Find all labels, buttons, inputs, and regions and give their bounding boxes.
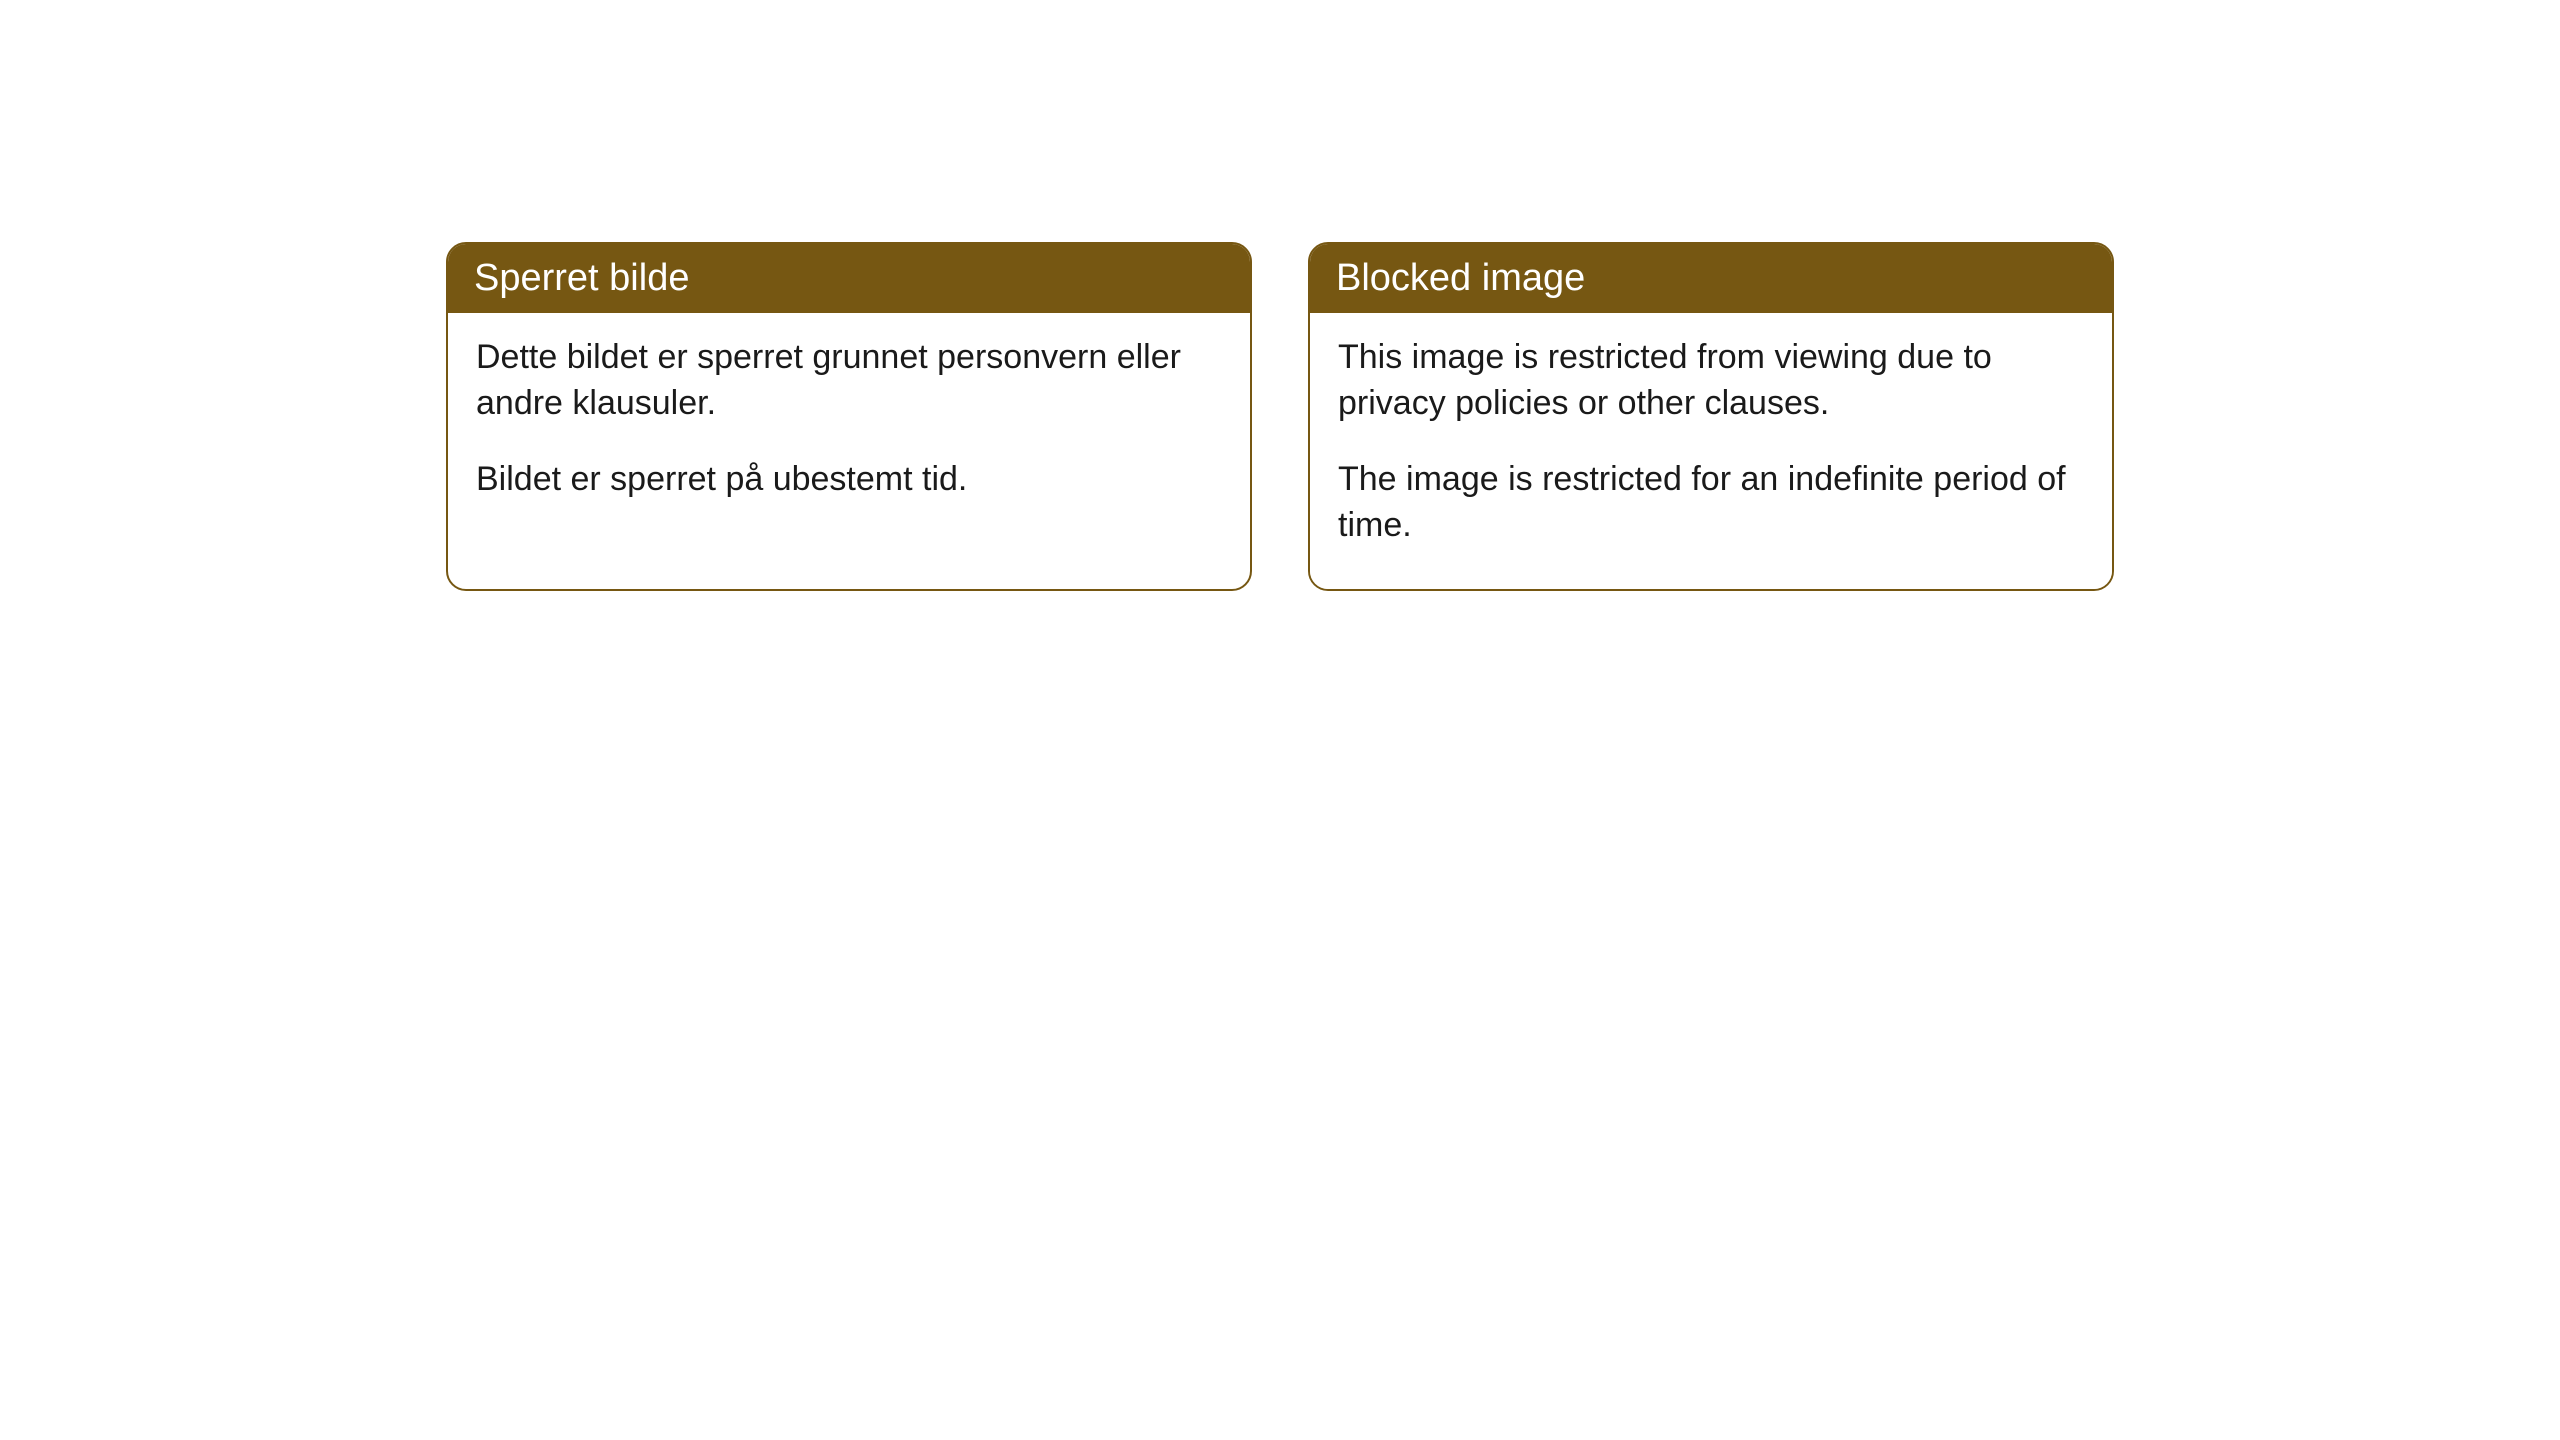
card-title-right: Blocked image [1336,257,1585,299]
card-para2-right: The image is restricted for an indefinit… [1338,457,2084,549]
card-body-left: Dette bildet er sperret grunnet personve… [448,313,1250,543]
card-title-left: Sperret bilde [474,257,689,299]
card-para1-right: This image is restricted from viewing du… [1338,335,2084,427]
card-body-right: This image is restricted from viewing du… [1310,313,2112,589]
notice-container: Sperret bilde Dette bildet er sperret gr… [446,242,2114,591]
card-para2-left: Bildet er sperret på ubestemt tid. [476,457,1222,503]
card-header-right: Blocked image [1310,244,2112,313]
notice-card-english: Blocked image This image is restricted f… [1308,242,2114,591]
card-para1-left: Dette bildet er sperret grunnet personve… [476,335,1222,427]
notice-card-norwegian: Sperret bilde Dette bildet er sperret gr… [446,242,1252,591]
card-header-left: Sperret bilde [448,244,1250,313]
